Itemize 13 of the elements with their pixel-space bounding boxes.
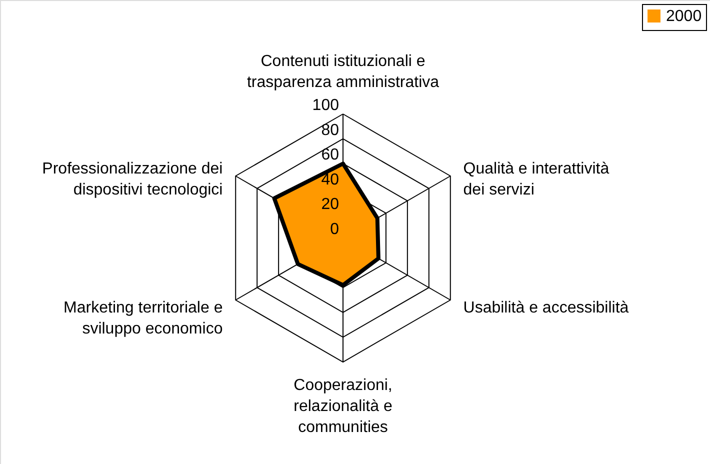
legend-label: 2000 bbox=[666, 8, 702, 25]
spoke-label: Professionalizzazione dei dispositivi tecnologici bbox=[42, 160, 223, 199]
y-tick-label: 60 bbox=[321, 146, 340, 164]
spoke-label: Cooperazioni, relazionalità e communities bbox=[294, 376, 392, 436]
spoke-label: Marketing territoriale e sviluppo economico bbox=[64, 299, 223, 338]
y-tick-label: 80 bbox=[321, 122, 340, 139]
spoke-label: Usabilità e accessibilità bbox=[463, 299, 629, 316]
spoke-label: Contenuti istituzionali e trasparenza amministrativa bbox=[246, 53, 440, 92]
y-tick-label: 40 bbox=[321, 171, 340, 188]
y-tick-label: 100 bbox=[312, 97, 340, 114]
spoke-label: Qualità e interattività dei servizi bbox=[463, 160, 610, 199]
y-tick-label: 0 bbox=[330, 221, 340, 238]
y-tick-label: 20 bbox=[321, 196, 340, 214]
